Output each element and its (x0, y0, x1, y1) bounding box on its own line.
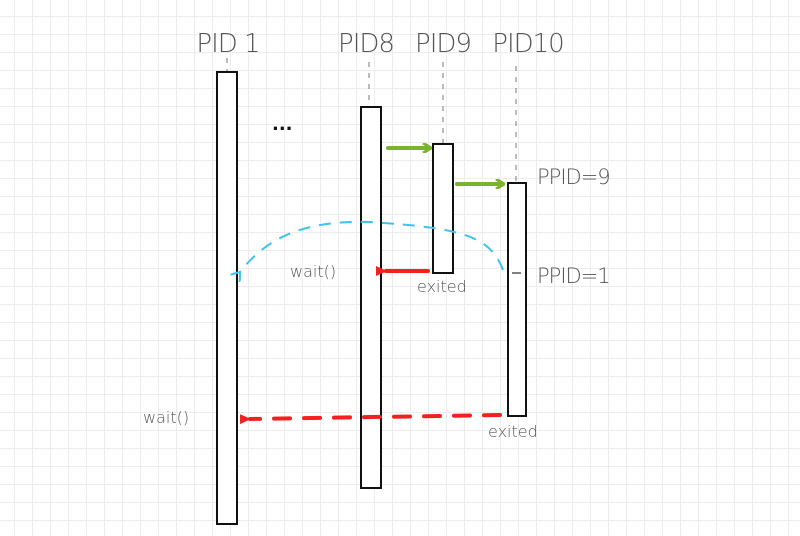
process-label-pid10: PID10 (492, 29, 563, 59)
process-label-pid8: PID8 (338, 29, 394, 59)
process-label-pid9: PID9 (415, 29, 471, 59)
activation-bar-pid9 (432, 143, 454, 274)
activation-bar-pid1 (216, 71, 238, 525)
activation-bar-pid8 (360, 106, 382, 489)
process-label-pid1: PID 1 (196, 29, 259, 59)
ppid-before-label: PPID=9 (537, 165, 610, 189)
ppid-after-label: PPID=1 (537, 264, 610, 288)
activation-bar-pid10 (507, 182, 527, 417)
wait-label-pid1: wait() (143, 408, 189, 427)
ellipsis: ... (272, 114, 293, 135)
reparent-arrow-pid10-to-pid1 (240, 220, 504, 272)
exited-label-pid10: exited (488, 422, 538, 441)
wait-label-pid8: wait() (290, 262, 336, 281)
exit-arrow-pid10-to-pid1 (239, 413, 502, 425)
exited-label-pid9: exited (417, 277, 467, 296)
